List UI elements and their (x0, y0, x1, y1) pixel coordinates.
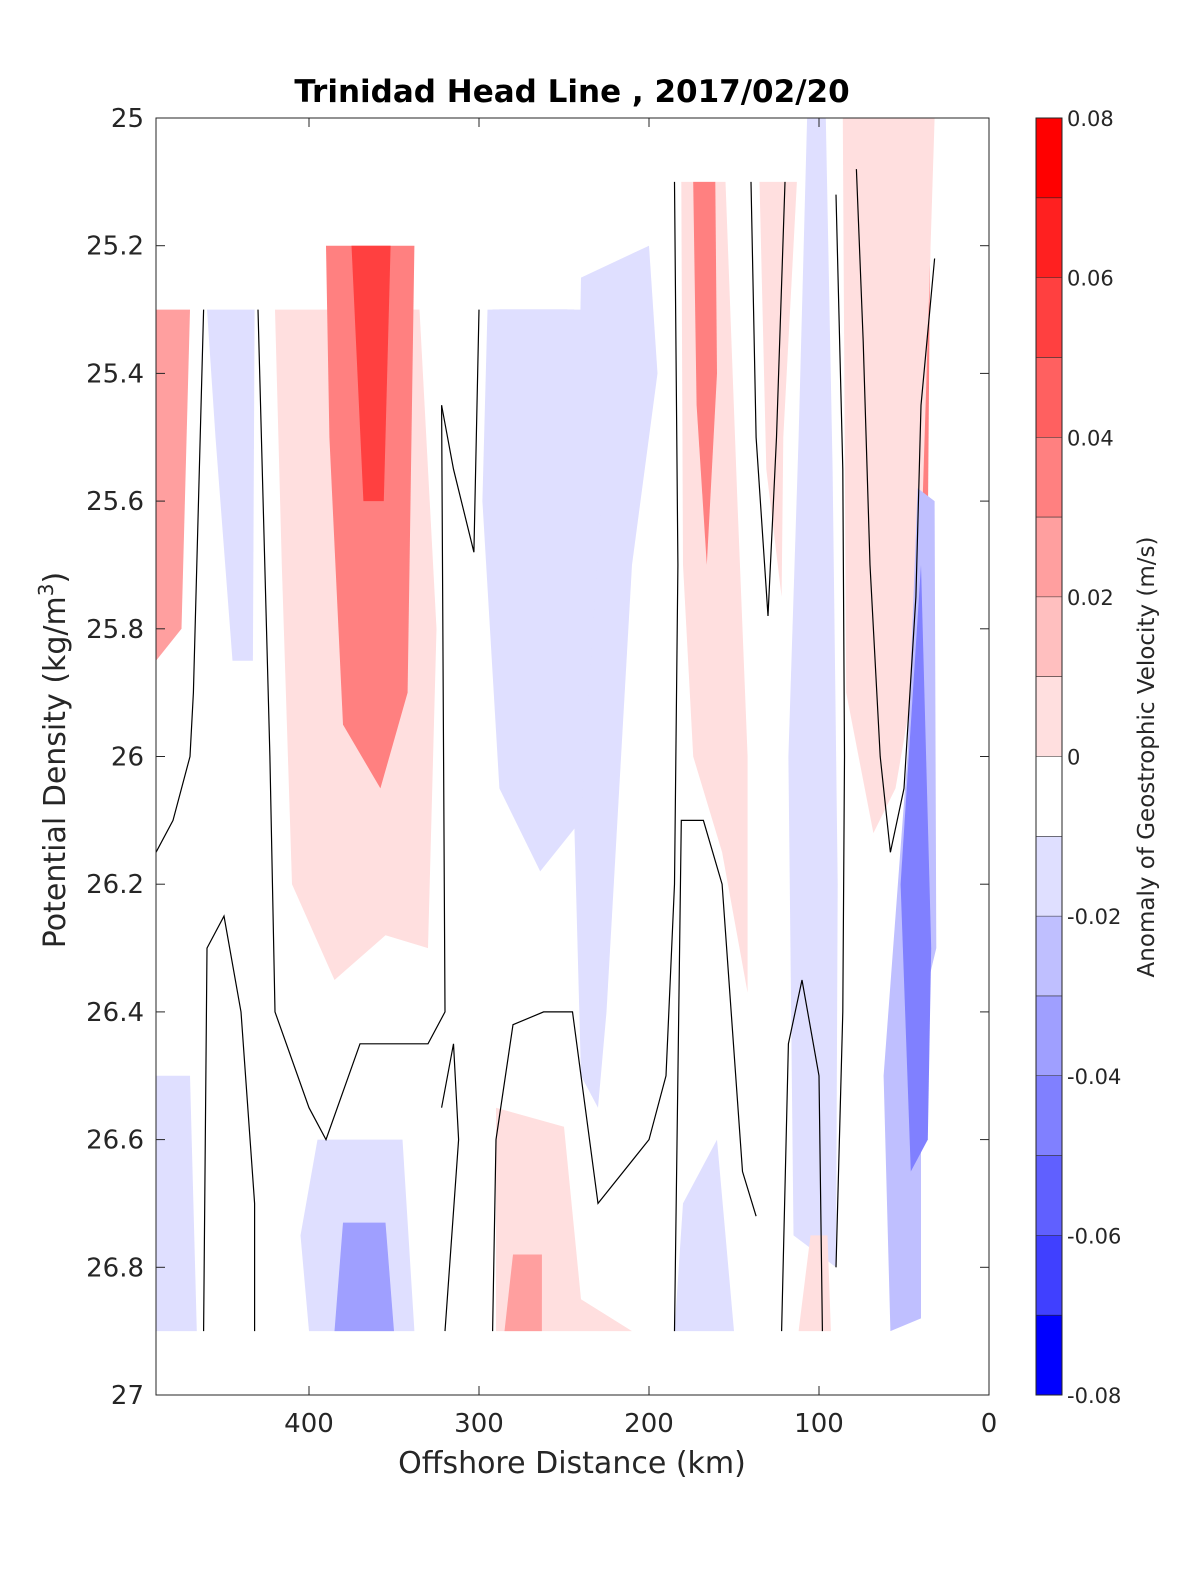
colorbar-swatch (1036, 197, 1062, 278)
contour-region-blue-band-105 (788, 118, 838, 1268)
colorbar-tick-label: 0.06 (1067, 267, 1114, 291)
contour-fill-group (156, 118, 937, 1332)
colorbar-tick-label: -0.08 (1067, 1384, 1121, 1408)
contour-region-blue-core-near-coast (900, 564, 932, 1172)
colorbar: 0.08 0.06 0.04 0.02 0 -0.02 -0.04 -0.06 -0.08 (1035, 107, 1121, 1408)
colorbar-swatch (1036, 1075, 1062, 1156)
y-tick-label: 27 (111, 1381, 144, 1411)
colorbar-tick-label: -0.06 (1067, 1224, 1121, 1248)
colorbar-tick-label: 0.08 (1067, 107, 1114, 131)
colorbar-swatch (1036, 1155, 1062, 1236)
y-axis-ticks: 25 25.2 25.4 25.6 25.8 26 26.2 26.4 26.6 26.8 27 (86, 104, 989, 1411)
colorbar-swatch (1036, 118, 1062, 198)
colorbar-swatch (1036, 916, 1062, 996)
contour-region-red-mid-360 (326, 245, 415, 789)
zero-contour-line-7 (441, 1043, 460, 1332)
colorbar-swatch (1036, 1315, 1062, 1395)
contour-region-blue-left-edge (207, 309, 255, 661)
zero-contour-line-9 (203, 914, 256, 1332)
y-tick-label: 26 (111, 743, 144, 773)
colorbar-tick-label: 0.04 (1067, 426, 1114, 450)
colorbar-swatch (1036, 995, 1062, 1076)
chart-title: Trinidad Head Line , 2017/02/20 (294, 74, 849, 110)
colorbar-swatch (1036, 517, 1062, 597)
zero-contour-line-6 (441, 309, 480, 553)
contour-region-red-core-365 (351, 245, 391, 502)
colorbar-swatch (1036, 836, 1062, 917)
zero-contour-line-8 (257, 309, 446, 1142)
colorbar-swatch (1036, 756, 1062, 837)
contour-region-red-bottom-110 (798, 1235, 831, 1332)
x-tick-label: 0 (981, 1409, 998, 1439)
y-tick-label: 25.2 (86, 232, 144, 262)
y-axis-label-main: Potential Density (kg/m (38, 596, 73, 948)
contour-region-blue-bottom-160 (674, 1139, 734, 1332)
zero-contour-line-1 (835, 194, 846, 1268)
colorbar-tick-label: 0 (1067, 746, 1080, 770)
contour-region-red-core-170 (693, 181, 717, 565)
plot-area (156, 118, 989, 1395)
contour-region-red-core-bottom-270 (504, 1254, 542, 1332)
y-axis-label-close: ) (38, 572, 73, 584)
colorbar-frame (1035, 117, 1063, 1396)
contour-region-red-left-edge (156, 309, 190, 661)
colorbar-swatch (1036, 277, 1062, 358)
colorbar-swatch (1036, 596, 1062, 677)
y-tick-label: 26.6 (86, 1126, 144, 1156)
x-tick-label: 100 (794, 1409, 844, 1439)
zero-contour-line-3 (750, 181, 786, 617)
zero-contour-line-10 (156, 309, 205, 853)
x-tick-label: 300 (454, 1409, 504, 1439)
zero-contour-line-5 (492, 181, 679, 1332)
x-axis-label: Offshore Distance (km) (398, 1446, 746, 1481)
zero-contour-line-4 (673, 819, 757, 1332)
zero-contour-line-2 (781, 979, 823, 1332)
colorbar-swatch (1036, 357, 1062, 438)
y-tick-label: 25.6 (86, 487, 144, 517)
zero-contour-line-0 (855, 169, 936, 853)
colorbar-label: Anomaly of Geostrophic Velocity (m/s) (1134, 537, 1160, 978)
y-tick-label: 25 (111, 104, 144, 134)
y-axis-label-superscript: 3 (34, 583, 58, 596)
contour-region-blue-wide-270 (482, 309, 602, 872)
colorbar-swatch (1036, 676, 1062, 757)
y-tick-label: 26.4 (86, 998, 144, 1028)
colorbar-tick-label: 0.02 (1067, 586, 1114, 610)
y-tick-label: 26.2 (86, 870, 144, 900)
colorbar-swatch (1036, 1235, 1062, 1316)
y-tick-label: 26.8 (86, 1253, 144, 1283)
y-tick-label: 25.4 (86, 359, 144, 389)
y-axis-label: Potential Density (kg/m3) (34, 572, 73, 948)
x-tick-label: 200 (624, 1409, 674, 1439)
colorbar-tick-label: -0.04 (1067, 1065, 1121, 1089)
contour-region-blue-core-bottom-360 (334, 1222, 394, 1332)
x-axis-ticks: 400 300 200 100 0 (284, 118, 997, 1439)
colorbar-swatch (1036, 437, 1062, 518)
zero-contour-group (156, 169, 936, 1332)
y-tick-label: 25.8 (86, 615, 144, 645)
x-tick-label: 400 (284, 1409, 334, 1439)
colorbar-tick-label: -0.02 (1067, 905, 1121, 929)
contour-region-blue-bottom-left (156, 1075, 197, 1332)
